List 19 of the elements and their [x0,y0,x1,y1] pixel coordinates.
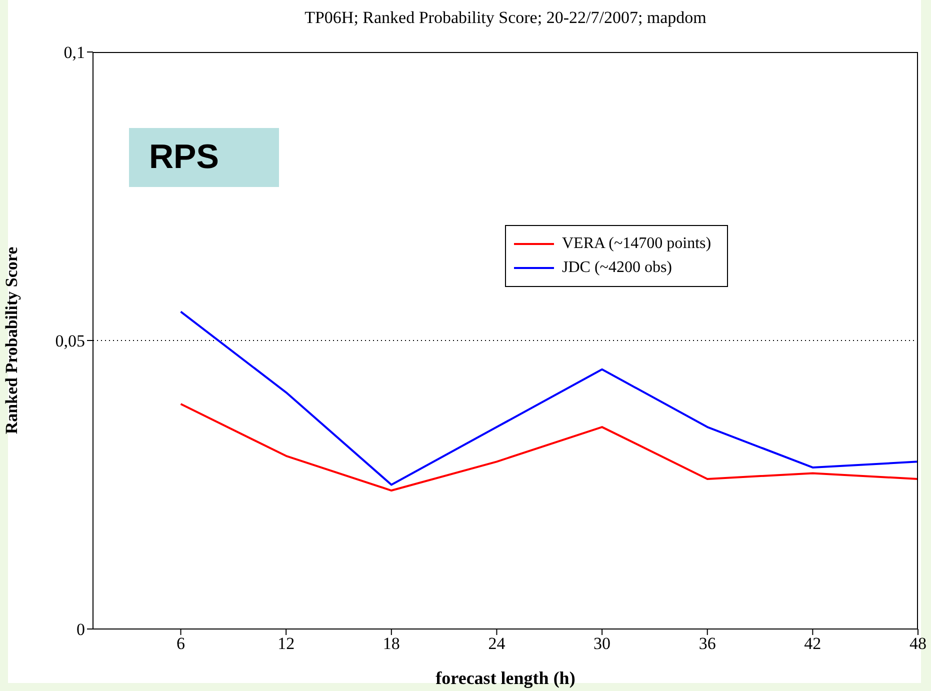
y-axis-title: Ranked Probability Score [2,246,22,434]
x-tick-label: 36 [698,634,716,654]
x-tick-label: 6 [176,634,186,654]
legend-label: VERA (~14700 points) [562,234,712,254]
y-tick-label: 0,05 [55,332,85,351]
legend-label: JDC (~4200 obs) [562,258,672,278]
y-tick-label: 0 [76,620,85,640]
line-series [180,310,918,486]
y-tick-label: 0,1 [64,43,85,62]
chart-title: TP06H; Ranked Probability Score; 20-22/7/2007; mapdom [304,8,708,28]
x-tick-label: 48 [910,634,926,654]
annotation: RPS [129,128,279,187]
x-axis-title: forecast length (h) [436,668,576,688]
x-tick-label: 18 [382,634,400,654]
line-series [180,402,918,492]
x-tick-label: 12 [278,634,295,654]
x-tick-label: 42 [804,634,822,654]
x-tick-label: 24 [488,634,506,654]
x-tick-label: 30 [594,634,611,654]
